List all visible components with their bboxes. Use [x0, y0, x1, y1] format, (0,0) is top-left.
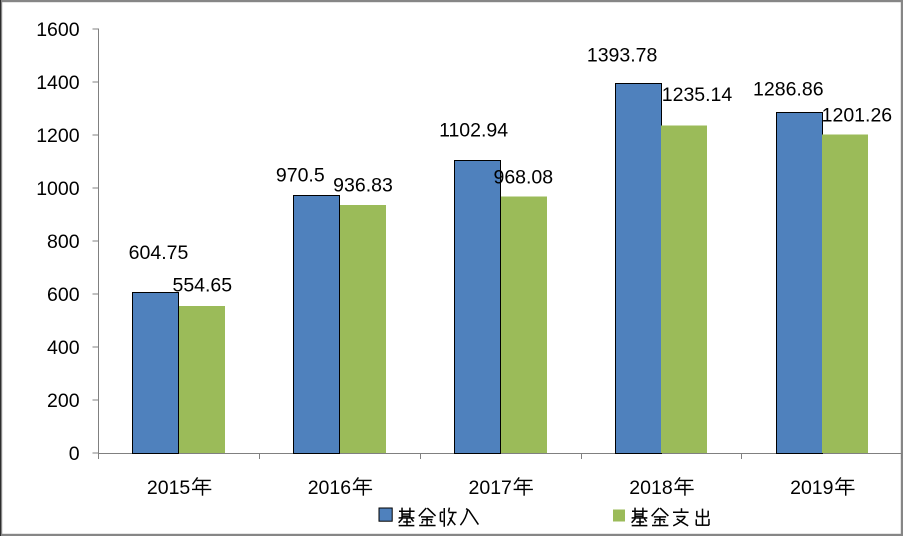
- svg-text:936.83: 936.83: [333, 175, 393, 197]
- svg-text:0: 0: [69, 443, 80, 465]
- svg-text:1200: 1200: [36, 125, 80, 147]
- svg-text:600: 600: [47, 284, 80, 306]
- svg-text:1400: 1400: [36, 72, 80, 94]
- svg-text:1235.14: 1235.14: [662, 84, 733, 106]
- svg-text:1102.94: 1102.94: [439, 119, 508, 141]
- svg-text:400: 400: [47, 337, 80, 359]
- svg-text:1393.78: 1393.78: [587, 45, 658, 67]
- svg-text:2017: 2017: [469, 477, 512, 499]
- svg-text:554.65: 554.65: [172, 275, 232, 297]
- svg-text:970.5: 970.5: [276, 165, 325, 187]
- svg-text:2019: 2019: [790, 477, 833, 499]
- svg-text:200: 200: [47, 390, 80, 412]
- svg-text:1000: 1000: [36, 178, 80, 200]
- svg-text:968.08: 968.08: [493, 166, 553, 188]
- svg-text:2015: 2015: [147, 477, 191, 499]
- svg-text:1286.86: 1286.86: [753, 78, 824, 100]
- svg-text:1600: 1600: [36, 19, 80, 41]
- svg-text:1201.26: 1201.26: [822, 104, 893, 126]
- svg-text:2016: 2016: [308, 477, 351, 499]
- svg-text:604.75: 604.75: [129, 242, 189, 264]
- svg-text:800: 800: [47, 231, 80, 253]
- svg-text:2018: 2018: [629, 477, 672, 499]
